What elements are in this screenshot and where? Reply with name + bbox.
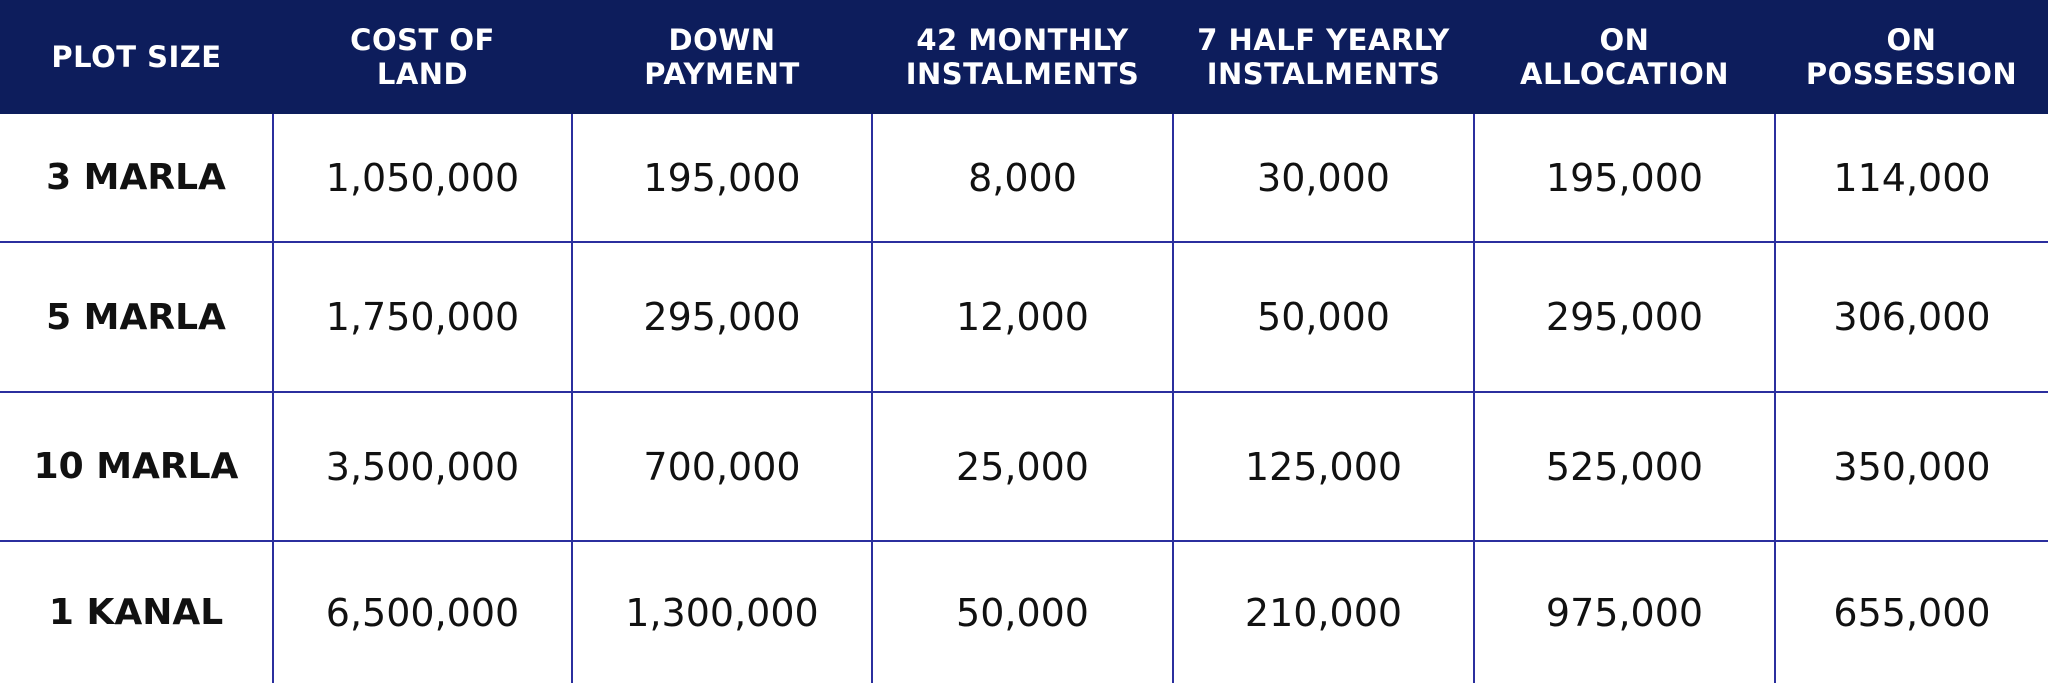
table-row: 5 MARLA 1,750,000 295,000 12,000 50,000 295,0… <box>0 241 2048 393</box>
cell-half-yearly-instalment: 210,000 <box>1172 540 1475 683</box>
cell-down-payment: 295,000 <box>571 241 873 393</box>
cell-cost-of-land: 3,500,000 <box>272 390 573 543</box>
cell-plot-size: 1 KANAL <box>0 540 274 683</box>
cell-on-possession: 306,000 <box>1774 241 2048 393</box>
cell-cost-of-land: 6,500,000 <box>272 540 573 683</box>
cell-on-possession: 655,000 <box>1774 540 2048 683</box>
header-half-yearly-instalments: 7 HALF YEARLY INSTALMENTS <box>1173 0 1474 114</box>
cell-monthly-instalment: 12,000 <box>871 241 1174 393</box>
header-monthly-instalments: 42 MONTHLY INSTALMENTS <box>872 0 1173 114</box>
cell-half-yearly-instalment: 50,000 <box>1172 241 1475 393</box>
cell-on-allocation: 295,000 <box>1473 241 1776 393</box>
table-row: 1 KANAL 6,500,000 1,300,000 50,000 210,000 97… <box>0 540 2048 683</box>
cell-cost-of-land: 1,750,000 <box>272 241 573 393</box>
cell-monthly-instalment: 50,000 <box>871 540 1174 683</box>
header-plot-size: PLOT SIZE <box>0 0 273 114</box>
cell-half-yearly-instalment: 30,000 <box>1172 114 1475 244</box>
header-on-allocation: ON ALLOCATION <box>1474 0 1775 114</box>
cell-on-allocation: 975,000 <box>1473 540 1776 683</box>
header-down-payment: DOWN PAYMENT <box>572 0 872 114</box>
cell-on-possession: 114,000 <box>1774 114 2048 244</box>
cell-down-payment: 700,000 <box>571 390 873 543</box>
cell-down-payment: 195,000 <box>571 114 873 244</box>
cell-on-possession: 350,000 <box>1774 390 2048 543</box>
cell-monthly-instalment: 25,000 <box>871 390 1174 543</box>
header-cost-of-land: COST OF LAND <box>273 0 572 114</box>
table-row: 10 MARLA 3,500,000 700,000 25,000 125,000 525… <box>0 390 2048 543</box>
table-row: 3 MARLA 1,050,000 195,000 8,000 30,000 195,00… <box>0 114 2048 244</box>
cell-cost-of-land: 1,050,000 <box>272 114 573 244</box>
cell-plot-size: 3 MARLA <box>0 114 274 244</box>
header-row: PLOT SIZE COST OF LAND DOWN PAYMENT 42 M… <box>0 0 2048 114</box>
cell-on-allocation: 525,000 <box>1473 390 1776 543</box>
cell-on-allocation: 195,000 <box>1473 114 1776 244</box>
cell-monthly-instalment: 8,000 <box>871 114 1174 244</box>
cell-plot-size: 5 MARLA <box>0 241 274 393</box>
header-on-possession: ON POSSESSION <box>1775 0 2048 114</box>
cell-half-yearly-instalment: 125,000 <box>1172 390 1475 543</box>
cell-plot-size: 10 MARLA <box>0 390 274 543</box>
cell-down-payment: 1,300,000 <box>571 540 873 683</box>
